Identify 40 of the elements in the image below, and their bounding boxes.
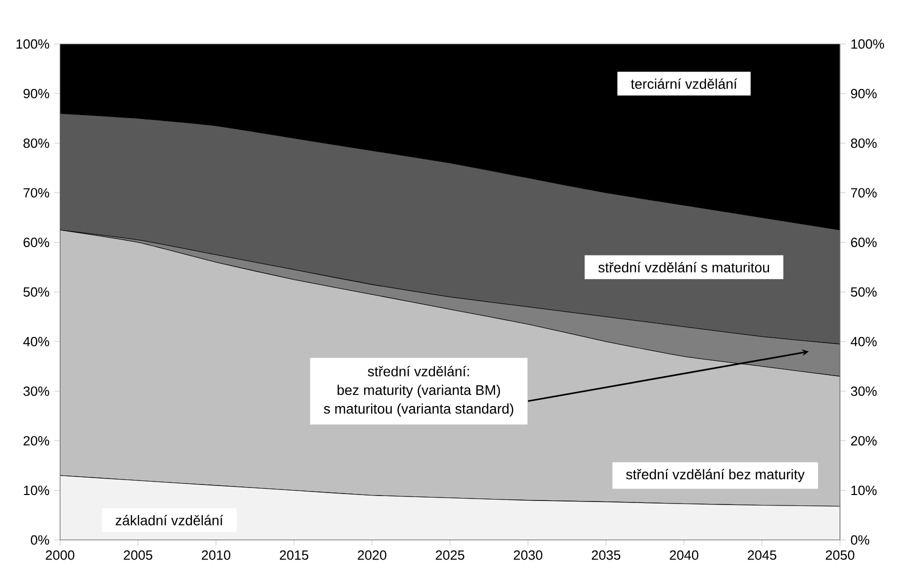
y-tick-label: 30% [850, 386, 877, 396]
x-tick-label: 2005 [124, 550, 152, 560]
y2-tick-label: 50% [23, 287, 50, 297]
y2-tick-label: 0% [30, 535, 50, 545]
y2-tick-label: 60% [24, 238, 50, 247]
x-tick-label: 2045 [748, 550, 776, 560]
series-label: střední vzdělání s maturitou [598, 262, 770, 272]
y2-tick-label: 80% [24, 138, 50, 148]
y-tick-label: 100% [851, 39, 884, 49]
y-tick-label: 60% [851, 238, 877, 247]
y-tick-label: 40% [850, 336, 877, 346]
y2-tick-label: 20% [24, 436, 50, 446]
x-tick-label: 2040 [670, 550, 698, 560]
x-tick-label: 2030 [514, 550, 542, 560]
x-tick-label: 2010 [202, 550, 230, 560]
series-label: základní vzdělání [116, 514, 224, 526]
y2-tick-label: 10% [24, 486, 50, 495]
y-tick-label: 0% [850, 535, 870, 545]
y-tick-label: 70% [851, 188, 877, 198]
y-tick-label: 10% [851, 486, 877, 495]
x-tick-label: 2015 [280, 550, 308, 560]
y2-tick-label: 40% [23, 336, 50, 346]
annotation: střední vzdělání: [368, 366, 469, 376]
annotation: bez maturity (varianta BM) [338, 384, 500, 398]
y-tick-label: 90% [851, 88, 877, 98]
annotation: s maturitou (varianta standard) [324, 403, 514, 416]
y-tick-label: 20% [851, 436, 877, 446]
y-tick-label: 80% [850, 138, 877, 148]
y-tick-label: 50% [850, 287, 877, 297]
x-tick-label: 2035 [592, 550, 620, 560]
x-tick-label: 2050 [826, 550, 854, 560]
x-tick-label: 2020 [358, 550, 386, 560]
series-label: terciární vzdělání [630, 78, 738, 89]
y2-tick-label: 30% [23, 386, 50, 396]
y2-tick-label: 100% [16, 39, 50, 49]
x-tick-label: 2025 [436, 550, 464, 560]
y2-tick-label: 90% [24, 88, 50, 98]
series-label: střední vzdělání bez maturity [626, 468, 805, 482]
x-tick-label: 2000 [46, 550, 74, 560]
y2-tick-label: 70% [24, 188, 50, 198]
